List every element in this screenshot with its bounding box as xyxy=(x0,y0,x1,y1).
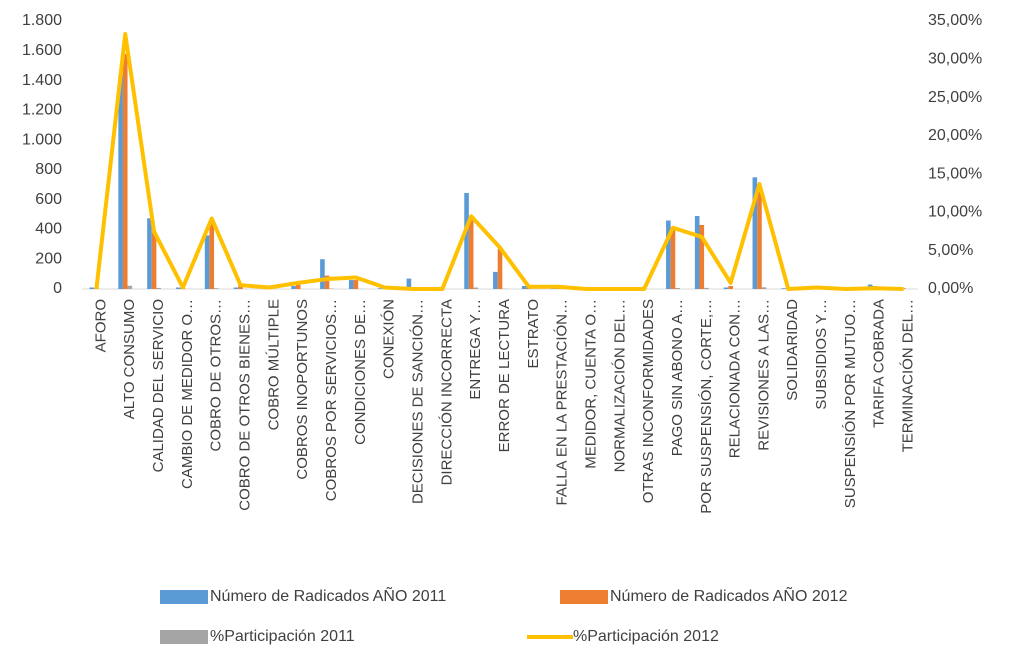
x-tick-label: COBROS INOPORTUNOS xyxy=(294,299,311,480)
x-tick-label: FALLA EN LA PRESTACIÓN… xyxy=(554,299,571,505)
bar xyxy=(147,218,152,289)
y-tick-label: 400 xyxy=(35,221,62,238)
bar xyxy=(521,286,527,289)
y-tick-label: 1.200 xyxy=(22,102,62,119)
y-tick-label: 600 xyxy=(35,191,62,208)
x-tick-label: COBROS POR SERVICIOS… xyxy=(323,299,340,501)
y-tick-label: 200 xyxy=(35,250,62,267)
x-tick-label: SUBSIDIOS Y… xyxy=(813,299,830,410)
bar xyxy=(493,271,498,289)
x-tick-label: COBRO MÚLTIPLE xyxy=(265,299,282,430)
x-tick-label: CONDICIONES DE… xyxy=(352,299,369,445)
x-tick-label: CALIDAD DEL SERVICIO xyxy=(150,299,167,472)
bar xyxy=(320,259,325,289)
bar xyxy=(694,216,700,289)
bar xyxy=(204,235,210,289)
bar xyxy=(704,287,709,289)
bar xyxy=(353,280,359,289)
x-tick-label: TERMINACIÓN DEL… xyxy=(900,299,917,452)
x-tick-label: SOLIDARIDAD xyxy=(784,299,801,401)
bar xyxy=(728,286,733,289)
x-tick-label: DIRECCIÓN INCORRECTA xyxy=(438,299,455,485)
bar xyxy=(473,287,479,289)
x-tick-label: COBRO DE OTROS… xyxy=(208,299,225,452)
bar xyxy=(156,287,161,289)
y2-tick-label: 25,00% xyxy=(928,89,982,106)
bar xyxy=(464,192,469,289)
bar xyxy=(127,285,133,289)
bar xyxy=(118,74,123,289)
bar xyxy=(761,287,767,289)
bar xyxy=(752,177,758,289)
x-tick-label: AFORO xyxy=(92,299,109,352)
y2-tick-label: 5,00% xyxy=(928,242,973,259)
legend-label: %Participación 2011 xyxy=(210,628,355,645)
bar xyxy=(666,220,671,289)
y-tick-label: 1.600 xyxy=(22,42,62,59)
y2-tick-label: 0,00% xyxy=(928,280,973,297)
x-tick-label: COBRO DE OTROS BIENES… xyxy=(237,299,254,511)
y2-tick-label: 15,00% xyxy=(928,165,982,182)
x-tick-label: CONEXIÓN xyxy=(381,299,398,379)
y2-tick-label: 20,00% xyxy=(928,127,982,144)
legend-label: Número de Radicados AÑO 2012 xyxy=(610,585,848,605)
bar xyxy=(377,288,383,289)
x-tick-label: OTRAS INCONFORMIDADES xyxy=(640,299,657,503)
legend-label: %Participación 2012 xyxy=(573,628,719,645)
y-tick-label: 1.800 xyxy=(22,12,62,29)
bar xyxy=(214,288,219,289)
legend-swatch xyxy=(160,590,208,604)
bar xyxy=(209,222,215,289)
legend-swatch xyxy=(160,630,208,644)
x-tick-label: MEDIDOR, CUENTA O… xyxy=(582,299,599,469)
x-tick-label: ESTRATO xyxy=(525,299,542,368)
x-tick-label: REVISIONES A LAS… xyxy=(755,299,772,451)
y2-tick-label: 30,00% xyxy=(928,51,982,68)
x-tick-label: ENTREGA Y… xyxy=(467,299,484,400)
legend-label: Número de Radicados AÑO 2011 xyxy=(210,585,446,605)
bar xyxy=(670,229,676,289)
bar xyxy=(233,287,239,289)
x-tick-label: DECISIONES DE SANCIÓN… xyxy=(409,299,426,504)
x-tick-label: ALTO CONSUMO xyxy=(121,299,138,419)
bar xyxy=(757,190,762,289)
y2-tick-label: 35,00% xyxy=(928,12,982,29)
bar xyxy=(406,278,412,289)
x-tick-label: ERROR DE LECTURA xyxy=(496,299,513,452)
bar xyxy=(781,288,786,289)
x-tick-label: PAGO SIN ABONO A… xyxy=(669,299,686,456)
bar xyxy=(324,275,330,289)
bar xyxy=(699,224,705,289)
bar xyxy=(497,248,503,289)
x-tick-label: POR SUSPENSIÓN, CORTE,… xyxy=(698,299,715,514)
bar xyxy=(89,287,95,289)
bar xyxy=(122,53,128,289)
y-tick-label: 1.000 xyxy=(22,131,62,148)
bar xyxy=(295,283,301,289)
x-tick-label: NORMALIZACIÓN DEL… xyxy=(611,299,628,472)
x-tick-label: SUSPENSIÓN POR MUTUO… xyxy=(842,299,859,508)
bar xyxy=(348,280,354,289)
bar xyxy=(175,287,181,289)
x-tick-label: TARIFA COBRADA xyxy=(871,299,888,428)
line xyxy=(94,32,904,291)
bar xyxy=(291,286,296,289)
y2-tick-label: 10,00% xyxy=(928,204,982,221)
y-tick-label: 800 xyxy=(35,161,62,178)
bar xyxy=(675,287,680,289)
bar xyxy=(468,219,474,289)
x-tick-label: CAMBIO DE MEDIDOR O… xyxy=(179,299,196,489)
bar xyxy=(723,287,729,289)
y-tick-label: 1.400 xyxy=(22,72,62,89)
y-tick-label: 0 xyxy=(53,280,62,297)
bar xyxy=(151,232,157,289)
x-tick-label: RELACIONADA CON… xyxy=(727,299,744,458)
legend-swatch xyxy=(560,590,608,604)
